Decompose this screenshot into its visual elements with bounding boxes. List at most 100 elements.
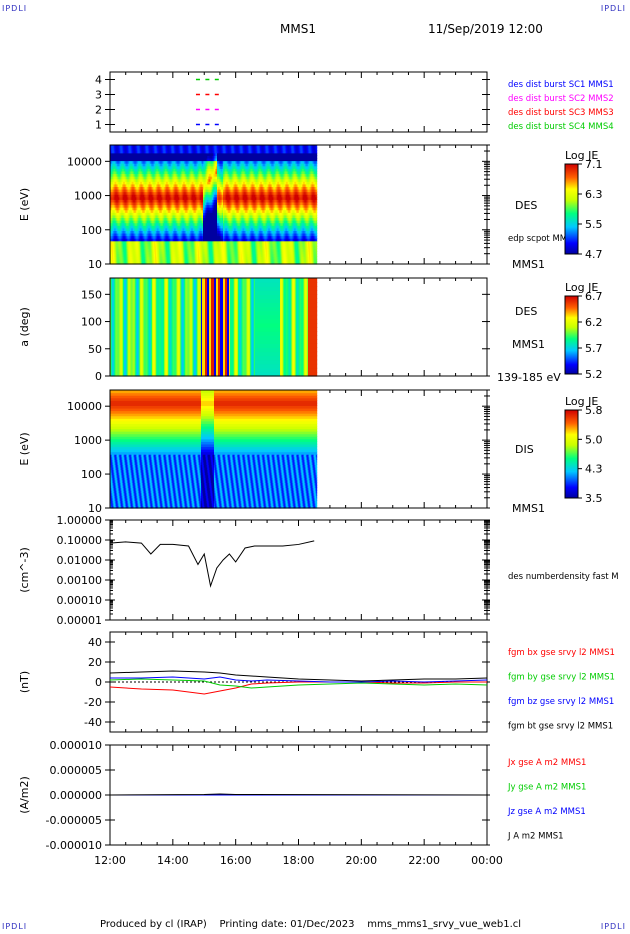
- spectrogram-cell: [188, 194, 190, 198]
- spectrogram-cell: [172, 214, 174, 219]
- spectrogram-cell: [191, 227, 193, 231]
- spectrogram-cell: [119, 194, 121, 198]
- spectrogram-cell: [122, 245, 124, 250]
- spectrogram-cell: [125, 227, 127, 231]
- spectrogram-cell: [125, 235, 127, 239]
- spectrogram-cell: [178, 258, 180, 263]
- spectrogram-cell: [112, 227, 114, 231]
- spectrogram-cell: [126, 168, 128, 172]
- spectrogram-cell: [169, 186, 171, 190]
- spectrogram-cell: [173, 196, 175, 200]
- spectrogram-cell: [115, 152, 117, 156]
- spectrogram-cell: [148, 204, 150, 208]
- spectrogram-cell: [127, 194, 129, 198]
- spectrogram-cell: [138, 217, 140, 221]
- spectrogram-cell: [132, 194, 134, 198]
- spectrogram-cell: [191, 253, 193, 257]
- spectrogram-cell: [178, 168, 180, 172]
- spectrogram-cell: [128, 155, 130, 159]
- spectrogram-cell: [140, 261, 142, 265]
- spectrogram-cell: [128, 243, 130, 247]
- spectrogram-cell: [168, 163, 170, 167]
- spectrogram-cell: [141, 225, 143, 229]
- spectrogram-cell: [122, 152, 124, 156]
- spectrogram-cell: [111, 155, 113, 159]
- spectrogram-cell: [171, 196, 173, 200]
- spectrogram-cell: [130, 222, 132, 226]
- spectrogram-cell: [181, 145, 183, 149]
- spectrogram-cell: [189, 199, 191, 203]
- spectrogram-cell: [113, 217, 115, 221]
- spectrogram-cell: [140, 251, 142, 255]
- spectrogram-cell: [147, 147, 149, 151]
- spectrogram-cell: [150, 248, 152, 252]
- spectrogram-cell: [144, 194, 146, 198]
- spectrogram-cell: [128, 163, 130, 167]
- spectrogram-cell: [149, 201, 151, 206]
- spectrogram-cell: [128, 230, 130, 234]
- spectrogram-cell: [113, 220, 115, 224]
- spectrogram-cell: [170, 163, 172, 167]
- spectrogram-cell: [138, 258, 140, 263]
- spectrogram-cell: [156, 201, 158, 206]
- spectrogram-cell: [129, 251, 131, 255]
- spectrogram-cell: [170, 245, 172, 250]
- spectrogram-cell: [126, 225, 128, 229]
- spectrogram-cell: [153, 209, 155, 213]
- spectrogram-cell: [181, 220, 183, 224]
- spectrogram-cell: [146, 238, 148, 242]
- spectrogram-cell: [138, 220, 140, 224]
- spectrogram-cell: [143, 176, 145, 180]
- spectrogram-cell: [177, 214, 179, 219]
- spectrogram-cell: [119, 160, 121, 164]
- spectrogram-cell: [181, 227, 183, 231]
- spectrogram-cell: [126, 256, 128, 260]
- spectrogram-cell: [167, 173, 169, 177]
- spectrogram-cell: [143, 204, 145, 208]
- spectrogram-cell: [151, 178, 153, 182]
- spectrogram-cell: [143, 155, 145, 159]
- spectrogram-cell: [160, 196, 162, 200]
- spectrogram-cell: [124, 170, 126, 175]
- spectrogram-cell: [116, 150, 118, 154]
- spectrogram-cell: [186, 230, 188, 234]
- spectrogram-cell: [147, 157, 149, 162]
- spectrogram-cell: [116, 214, 118, 219]
- spectrogram-cell: [150, 207, 152, 211]
- spectrogram-cell: [129, 191, 131, 195]
- spectrogram-cell: [172, 191, 174, 195]
- spectrogram-cell: [179, 235, 181, 239]
- spectrogram-cell: [139, 194, 141, 198]
- spectrogram-cell: [135, 212, 137, 216]
- spectrogram-cell: [113, 261, 115, 265]
- spectrogram-cell: [159, 204, 161, 208]
- spectrogram-cell: [119, 209, 121, 213]
- spectrogram-cell: [149, 163, 151, 167]
- spectrogram-cell: [146, 243, 148, 247]
- spectrogram-cell: [183, 256, 185, 260]
- spectrogram-cell: [152, 163, 154, 167]
- spectrogram-cell: [149, 258, 151, 263]
- spectrogram-cell: [123, 186, 125, 190]
- spectrogram-cell: [120, 240, 122, 244]
- spectrogram-cell: [146, 251, 148, 255]
- spectrogram-cell: [175, 188, 177, 193]
- spectrogram-cell: [145, 240, 147, 244]
- spectrogram-cell: [182, 196, 184, 200]
- spectrogram-cell: [186, 222, 188, 226]
- spectrogram-cell: [112, 157, 114, 162]
- spectrogram-cell: [116, 168, 118, 172]
- spectrogram-cell: [117, 152, 119, 156]
- spectrogram-cell: [156, 212, 158, 216]
- spectrogram-cell: [182, 209, 184, 213]
- spectrogram-cell: [159, 243, 161, 247]
- spectrogram-cell: [127, 178, 129, 182]
- spectrogram-cell: [188, 230, 190, 234]
- spectrogram-cell: [173, 217, 175, 221]
- spectrogram-cell: [170, 188, 172, 193]
- spectrogram-cell: [154, 240, 156, 244]
- spectrogram-cell: [161, 186, 163, 190]
- spectrogram-cell: [129, 248, 131, 252]
- spectrogram-cell: [147, 173, 149, 177]
- spectrogram-cell: [174, 181, 176, 185]
